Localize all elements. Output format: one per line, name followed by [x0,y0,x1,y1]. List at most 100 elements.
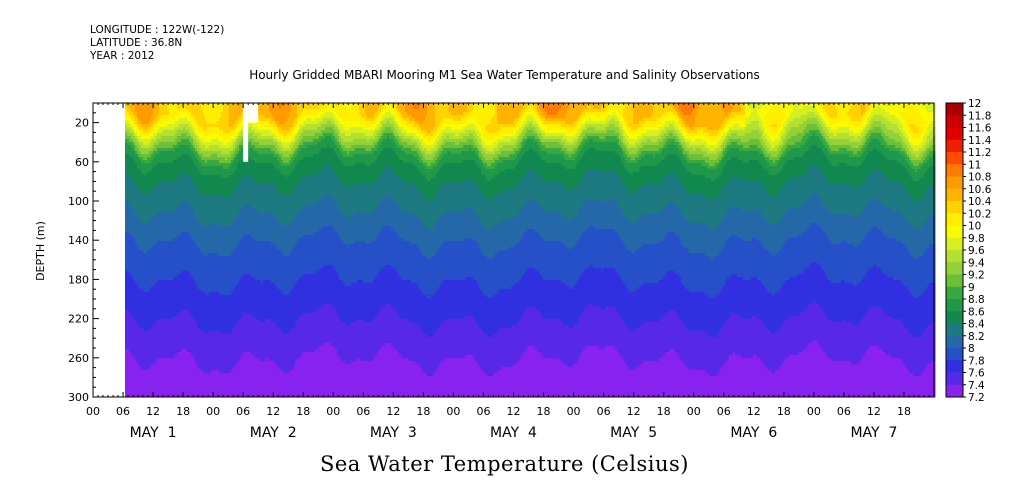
x-hour-tick-label: 06 [717,405,731,418]
x-hour-tick-label: 12 [747,405,761,418]
x-day-label: MAY 3 [370,425,417,441]
colorbar-swatch [946,372,963,386]
x-hour-tick-label: 18 [176,405,190,418]
colorbar-swatch [946,323,963,337]
colorbar-label: 8 [968,343,975,355]
x-axis: 00 06 12 18 00 06 12 18 00 06 12 18 00 06 12 18 00 06 12 18… [86,103,935,441]
colorbar-swatch [946,127,963,141]
x-hour-tick-label: 00 [687,405,701,418]
colorbar-swatch [946,286,963,300]
colorbar-label: 7.2 [968,392,985,404]
y-axis: 20 60 100 140 180 220 260 300 [68,102,99,404]
colorbar-swatch [946,201,963,214]
temperature-field [125,103,936,398]
x-hour-tick-label: 12 [627,405,641,418]
colorbar-label: 10.6 [968,184,992,196]
missing-data-block [248,103,259,123]
x-hour-tick-label: 06 [116,405,130,418]
x-day-label: MAY 6 [730,425,777,441]
colorbar-swatch [946,348,963,361]
year-label: YEAR : 2012 [90,50,155,62]
y-tick-label: 220 [68,313,89,326]
x-hour-tick-label: 06 [356,405,370,418]
colorbar-label: 10 [968,221,981,233]
x-day-label: MAY 4 [490,425,537,441]
x-day-label: MAY 7 [850,425,897,441]
x-hour-tick-label: 00 [446,405,460,418]
x-hour-tick-label: 06 [476,405,490,418]
x-hour-tick-label: 12 [867,405,881,418]
x-day-label: MAY 5 [610,425,657,441]
colorbar-label: 12 [968,98,981,110]
colorbar-label: 10.4 [968,196,992,208]
colorbar-label: 11.6 [968,123,992,135]
x-hour-tick-label: 06 [597,405,611,418]
chart-title: Hourly Gridded MBARI Mooring M1 Sea Wate… [249,68,760,82]
colorbar-label: 10.2 [968,208,991,220]
colorbar-swatch [946,311,963,324]
colorbar-swatch [946,213,963,226]
colorbar-label: 7.4 [968,380,985,392]
colorbar-label: 9.4 [968,257,985,269]
colorbar-swatch [946,139,963,153]
colorbar-swatch [946,262,963,275]
y-tick-label: 100 [68,195,89,208]
x-hour-tick-label: 12 [266,405,280,418]
x-hour-tick-label: 00 [326,405,340,418]
colorbar-label: 11 [968,159,981,171]
x-hour-tick-label: 00 [567,405,581,418]
x-hour-tick-label: 12 [507,405,521,418]
colorbar-label: 11.8 [968,110,991,122]
y-tick-label: 140 [68,234,89,247]
y-tick-label: 180 [68,273,89,286]
colorbar-label: 11.2 [968,147,991,159]
colorbar-label: 9.6 [968,245,985,257]
colorbar-label: 8.8 [968,294,985,306]
x-hour-tick-label: 06 [837,405,851,418]
colorbar-title: Sea Water Temperature (Celsius) [319,452,689,476]
colorbar-swatch [946,152,963,165]
colorbar-label: 9.8 [968,233,985,245]
colorbar: 1211.811.611.411.21110.810.610.410.2109.… [945,98,992,404]
x-hour-tick-label: 18 [416,405,430,418]
y-axis-label: DEPTH (m) [34,221,47,281]
x-hour-tick-label: 18 [296,405,310,418]
colorbar-swatch [946,115,963,128]
colorbar-label: 9.2 [968,270,985,282]
y-tick-label: 20 [75,117,89,130]
colorbar-label: 11.4 [968,135,992,147]
colorbar-label: 10.8 [968,172,991,184]
missing-data-block [93,103,124,397]
x-hour-tick-label: 18 [777,405,791,418]
x-day-label: MAY 2 [250,425,297,441]
x-hour-tick-label: 12 [146,405,160,418]
x-hour-tick-label: 12 [386,405,400,418]
y-tick-label: 300 [68,391,89,404]
y-tick-label: 260 [68,352,89,365]
colorbar-swatch [946,225,963,239]
colorbar-swatch [946,103,963,116]
x-hour-tick-label: 00 [807,405,821,418]
x-hour-tick-label: 18 [897,405,911,418]
colorbar-swatch [946,176,963,190]
colorbar-swatch [946,188,963,202]
colorbar-label: 8.2 [968,331,985,343]
colorbar-swatch [946,250,963,263]
colorbar-label: 8.6 [968,306,985,318]
colorbar-swatch [946,237,963,251]
missing-data-regions [93,103,259,397]
y-tick-label: 60 [75,156,89,169]
x-hour-tick-label: 00 [86,405,100,418]
colorbar-swatch [946,384,963,398]
colorbar-label: 8.4 [968,319,985,331]
colorbar-swatch [946,299,963,312]
colorbar-label: 9 [968,282,975,294]
x-hour-tick-label: 18 [537,405,551,418]
x-hour-tick-label: 06 [236,405,250,418]
x-day-label: MAY 1 [130,425,177,441]
latitude-label: LATITUDE : 36.8N [90,37,183,49]
colorbar-label: 7.8 [968,355,985,367]
longitude-label: LONGITUDE : 122W(-122) [90,24,225,36]
colorbar-swatch [946,164,963,177]
